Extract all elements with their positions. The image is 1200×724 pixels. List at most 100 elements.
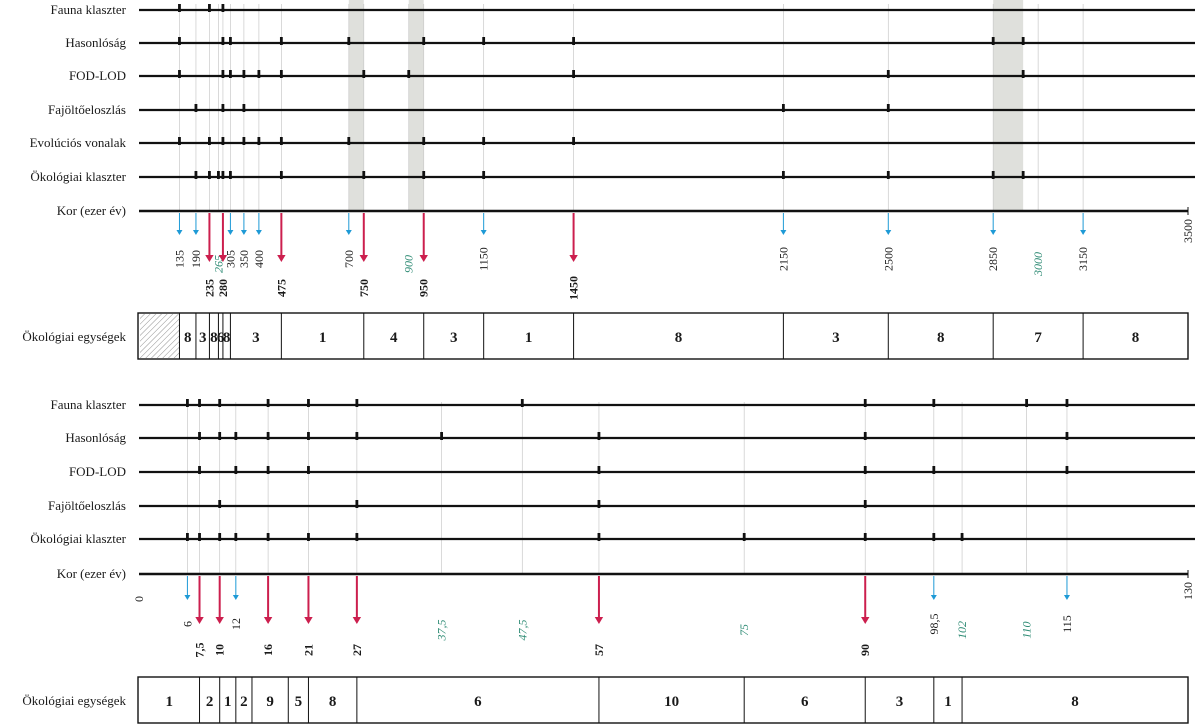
red-arrow-8-head xyxy=(277,255,286,262)
row-4-tick-4 xyxy=(257,137,261,145)
axis-tick-label-9: 57 xyxy=(592,644,606,656)
units-label: Ökológiai egységek xyxy=(22,693,126,708)
row-4-tick-8 xyxy=(742,533,746,541)
axis-tick-label-1: 7,5 xyxy=(193,643,207,658)
row-1-tick-4 xyxy=(307,432,310,440)
row-1-tick-4 xyxy=(347,37,351,45)
axis-tick-label-6: 27 xyxy=(350,644,364,656)
blue-arrow-3-head xyxy=(232,595,239,600)
row-4-tick-0 xyxy=(186,533,189,541)
red-arrow-14-head xyxy=(569,255,578,262)
units-box xyxy=(137,676,1189,724)
axis-tick-label-13: 1150 xyxy=(477,247,491,271)
unit-label-9: 6 xyxy=(801,694,809,710)
row-3-tick-0 xyxy=(194,104,198,112)
axis-tick-label-4: 280 xyxy=(216,279,230,297)
row-2-tick-6 xyxy=(932,466,936,474)
row-label-4: Evolúciós vonalak xyxy=(30,135,127,150)
row-1-tick-1 xyxy=(218,432,222,440)
row-0-tick-7 xyxy=(863,399,867,407)
axis-tick-label-10: 75 xyxy=(737,624,751,636)
row-4-tick-6 xyxy=(347,137,351,145)
axis-tick-label-12: 98,5 xyxy=(927,614,941,635)
unit-label-5: 8 xyxy=(223,330,231,346)
axis-tick-label-17: 2850 xyxy=(986,247,1000,271)
row-1-tick-5 xyxy=(422,37,426,45)
row-1-tick-2 xyxy=(229,37,232,45)
red-arrow-9-head xyxy=(594,617,604,624)
row-5-tick-6 xyxy=(362,171,366,179)
row-4-tick-1 xyxy=(198,533,201,541)
row-5-tick-3 xyxy=(221,171,225,179)
axis-tick-label-1: 190 xyxy=(189,250,203,268)
unit-label-7: 1 xyxy=(319,330,327,346)
row-4-tick-7 xyxy=(597,533,601,541)
row-3-tick-3 xyxy=(781,104,785,112)
shaded-band-2 xyxy=(993,0,1024,211)
row-4-tick-3 xyxy=(234,533,238,541)
blue-arrow-0-head xyxy=(184,595,191,600)
unit-label-7: 6 xyxy=(474,694,482,710)
axis-end-label: 3500 xyxy=(1181,219,1195,243)
shaded-band-1 xyxy=(408,0,424,211)
row-0-tick-6 xyxy=(520,399,524,407)
row-2-tick-3 xyxy=(307,466,310,474)
row-4-tick-2 xyxy=(221,137,225,145)
row-4-tick-10 xyxy=(932,533,936,541)
axis-tick-label-11: 90 xyxy=(858,644,872,656)
row-label-2: FOD-LOD xyxy=(69,68,126,83)
row-2-tick-7 xyxy=(1065,466,1069,474)
row-label-5: Ökológiai klaszter xyxy=(30,169,126,184)
row-1-tick-3 xyxy=(279,37,283,45)
row-label-3: Fajöltőeloszlás xyxy=(48,498,126,513)
row-0-tick-4 xyxy=(307,399,310,407)
row-5-tick-0 xyxy=(194,171,198,179)
red-arrow-5-head xyxy=(304,617,313,624)
axis-tick-label-8: 475 xyxy=(274,279,288,297)
row-2-tick-5 xyxy=(863,466,867,474)
axis-tick-label-8: 47,5 xyxy=(515,620,529,641)
row-2-tick-0 xyxy=(178,70,181,78)
row-5-tick-5 xyxy=(279,171,283,179)
row-1-tick-2 xyxy=(234,432,238,440)
row-label-3: Fajöltőeloszlás xyxy=(48,102,126,117)
row-0-tick-1 xyxy=(208,4,211,12)
row-0-tick-9 xyxy=(1025,399,1029,407)
row-1-tick-7 xyxy=(597,432,601,440)
blue-arrow-9-head xyxy=(345,230,352,235)
row-4-tick-7 xyxy=(422,137,426,145)
axis-end-label: 130 xyxy=(1181,582,1195,600)
row-5-tick-7 xyxy=(422,171,426,179)
red-arrow-2-head xyxy=(205,255,214,262)
row-4-tick-2 xyxy=(218,533,222,541)
unit-label-5: 5 xyxy=(295,694,303,710)
red-arrow-4-head xyxy=(218,255,228,262)
unit-label-11: 8 xyxy=(675,330,683,346)
row-3-tick-1 xyxy=(355,500,359,508)
panel-recent-thousand-years: Fauna klaszter Hasonlóság FOD-LOD Fajöltőel… xyxy=(22,397,1195,724)
axis-tick-label-3: 12 xyxy=(229,618,243,630)
row-2-tick-5 xyxy=(279,70,283,78)
unit-label-1: 8 xyxy=(184,330,192,346)
row-4-tick-5 xyxy=(279,137,283,145)
axis-tick-label-7: 37,5 xyxy=(435,620,449,642)
unit-label-10: 1 xyxy=(525,330,533,346)
row-4-tick-3 xyxy=(242,137,246,145)
unit-label-2: 3 xyxy=(199,330,207,346)
blue-arrow-1-head xyxy=(192,230,199,235)
row-5-tick-4 xyxy=(229,171,232,179)
axis-start-label: 0 xyxy=(132,596,146,602)
unit-label-3: 8 xyxy=(210,330,218,346)
row-label-1: Hasonlóság xyxy=(65,35,126,50)
axis-tick-label-9: 700 xyxy=(342,250,356,268)
unit-label-4: 9 xyxy=(266,694,274,710)
axis-tick-label-19: 3150 xyxy=(1076,247,1090,271)
blue-arrow-17-head xyxy=(990,230,997,235)
row-5-tick-1 xyxy=(208,171,211,179)
axis-tick-label-15: 2150 xyxy=(776,247,790,271)
axis-tick-label-2: 10 xyxy=(213,644,227,656)
row-1-tick-1 xyxy=(221,37,225,45)
row-0-tick-0 xyxy=(186,399,189,407)
axis-tick-label-11: 900 xyxy=(402,255,416,273)
